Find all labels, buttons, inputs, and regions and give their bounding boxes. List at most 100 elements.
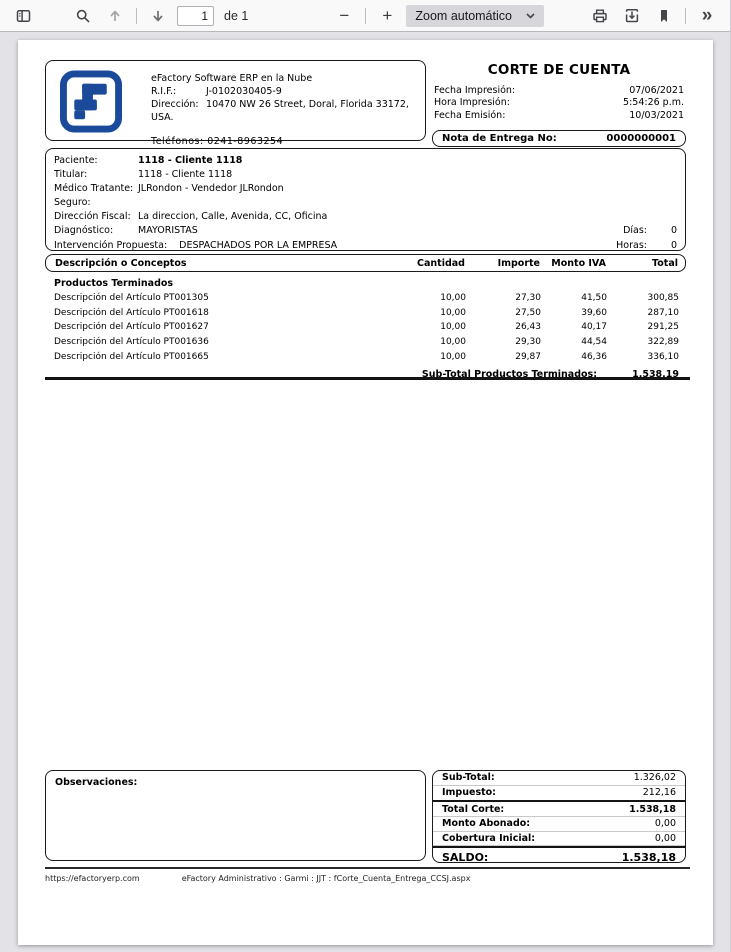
initial-coverage-value: 0,00 <box>654 832 676 844</box>
totals-divider <box>433 800 685 803</box>
column-iva: Monto IVA <box>551 257 606 269</box>
issue-date-row: Fecha Emisión: 10/03/2021 <box>432 110 686 122</box>
previous-page-button[interactable] <box>102 4 128 28</box>
observations-box: Observaciones: <box>45 770 426 861</box>
item-description: Descripción del Artículo PT001627 <box>54 322 209 333</box>
paid-amount-label: Monto Abonado: <box>442 818 531 830</box>
item-total: 287,10 <box>647 307 680 318</box>
print-button[interactable] <box>587 4 613 28</box>
footer-url: https://efactoryerp.com <box>45 874 140 883</box>
page-count-label: de 1 <box>224 8 249 23</box>
holder-value: 1118 - Cliente 1118 <box>138 169 233 181</box>
double-chevron-icon: » <box>701 5 713 26</box>
totals-box: Sub-Total: 1.326,02 Impuesto: 212,16 Tot… <box>432 770 686 863</box>
patient-row: Paciente: 1118 - Cliente 1118 <box>54 154 677 168</box>
item-description: Descripción del Artículo PT001665 <box>54 351 209 362</box>
saldo-value: 1.538,18 <box>621 851 676 863</box>
total-corte-row: Total Corte: 1.538,18 <box>433 802 685 817</box>
holder-row: Titular: 1118 - Cliente 1118 <box>54 168 677 182</box>
efactory-logo <box>59 70 123 133</box>
insurance-row: Seguro: <box>54 196 677 210</box>
arrow-down-icon <box>153 10 163 21</box>
column-description: Descripción o Conceptos <box>55 257 187 269</box>
download-icon <box>625 8 639 22</box>
group-subtotal-label: Sub-Total Productos Terminados: <box>421 368 597 380</box>
intervention-value: DESPACHADOS POR LA EMPRESA <box>179 239 338 251</box>
pdf-page: eFactory Software ERP en la Nube R.I.F.:… <box>18 40 713 945</box>
issue-date-value: 10/03/2021 <box>629 109 684 121</box>
item-amount: 29,87 <box>515 351 541 362</box>
saldo-label: SALDO: <box>442 851 489 863</box>
zoom-in-button[interactable]: + <box>374 4 400 28</box>
chevron-down-icon <box>526 12 535 18</box>
printer-icon <box>593 9 607 22</box>
initial-coverage-label: Cobertura Inicial: <box>442 832 536 844</box>
total-corte-value: 1.538,18 <box>629 803 676 815</box>
minus-icon: − <box>339 6 350 25</box>
zoom-out-button[interactable]: − <box>331 4 357 28</box>
toolbar-divider <box>365 7 367 24</box>
observations-label: Observaciones: <box>55 777 138 788</box>
more-tools-button[interactable]: » <box>694 4 720 28</box>
company-address-value: 10470 NW 26 Street, Doral, Florida 33172… <box>151 99 409 123</box>
zoom-mode-label: Zoom automático <box>415 8 512 23</box>
holder-label: Titular: <box>54 169 88 181</box>
footer-path: eFactory Administrativo : Garmi : JJT : … <box>181 874 471 883</box>
print-time-value: 5:54:26 p.m. <box>623 97 684 109</box>
print-time-row: Hora Impresión: 5:54:26 p.m. <box>432 97 686 109</box>
diagnosis-value: MAYORISTAS <box>138 225 198 237</box>
item-quantity: 10,00 <box>440 307 466 318</box>
item-total: 300,85 <box>647 293 680 303</box>
table-end-rule <box>45 377 690 380</box>
intervention-label: Intervención Propuesta: <box>54 239 168 251</box>
doctor-value: JLRondon - Vendedor JLRondon <box>138 183 284 195</box>
item-description: Descripción del Artículo PT001305 <box>54 293 209 303</box>
table-row: Descripción del Artículo PT001627 10,00 … <box>45 320 686 335</box>
delivery-note-box: Nota de Entrega No: 0000000001 <box>432 129 686 147</box>
print-date-label: Fecha Impresión: <box>434 85 516 96</box>
group-subtotal-value: 1.538,19 <box>632 368 679 380</box>
table-row: Descripción del Artículo PT001305 10,00 … <box>45 291 686 306</box>
save-button[interactable] <box>619 4 645 28</box>
bookmark-button[interactable] <box>651 4 677 28</box>
item-iva: 46,36 <box>581 351 607 362</box>
item-iva: 39,60 <box>581 307 607 318</box>
pdf-toolbar: de 1 − + Zoom automático <box>0 0 730 32</box>
sidebar-toggle-button[interactable] <box>10 4 36 28</box>
zoom-mode-select[interactable]: Zoom automático <box>406 4 544 27</box>
item-quantity: 10,00 <box>440 337 466 348</box>
column-quantity: Cantidad <box>417 257 465 269</box>
pdf-canvas[interactable]: eFactory Software ERP en la Nube R.I.F.:… <box>0 32 730 952</box>
document-footer: https://efactoryerp.com eFactory Adminis… <box>45 874 470 883</box>
paid-amount-row: Monto Abonado: 0,00 <box>433 817 685 832</box>
company-rif-value: J-0102030405-9 <box>206 86 282 97</box>
hours-value: 0 <box>670 239 677 251</box>
table-row: Descripción del Artículo PT001665 10,00 … <box>45 350 686 365</box>
search-button[interactable] <box>70 4 96 28</box>
company-name: eFactory Software ERP en la Nube <box>151 73 313 84</box>
next-page-button[interactable] <box>145 4 171 28</box>
company-info-box: eFactory Software ERP en la Nube R.I.F.:… <box>45 60 426 147</box>
item-description: Descripción del Artículo PT001636 <box>54 337 209 348</box>
totals-divider <box>433 846 685 849</box>
item-description: Descripción del Artículo PT001618 <box>54 307 209 318</box>
patient-info-box: Paciente: 1118 - Cliente 1118 Titular: 1… <box>45 148 686 251</box>
saldo-row: SALDO: 1.538,18 <box>433 848 685 863</box>
days-label: Días: <box>623 225 647 237</box>
item-amount: 26,43 <box>515 322 541 333</box>
item-quantity: 10,00 <box>440 293 466 303</box>
page-number-input[interactable] <box>177 5 214 26</box>
company-address-label: Dirección: <box>151 99 199 110</box>
footer-rule <box>45 867 690 870</box>
item-amount: 29,30 <box>515 337 541 348</box>
group-header: Productos Terminados <box>54 278 174 289</box>
diagnosis-row: Diagnóstico: MAYORISTAS Días: 0 <box>54 224 677 238</box>
patient-label: Paciente: <box>54 155 98 166</box>
issue-date-label: Fecha Emisión: <box>434 109 506 121</box>
item-amount: 27,50 <box>515 307 541 318</box>
table-row: Descripción del Artículo PT001636 10,00 … <box>45 335 686 350</box>
item-total: 291,25 <box>647 322 680 333</box>
hours-label: Horas: <box>616 239 647 251</box>
doctor-label: Médico Tratante: <box>54 183 134 195</box>
